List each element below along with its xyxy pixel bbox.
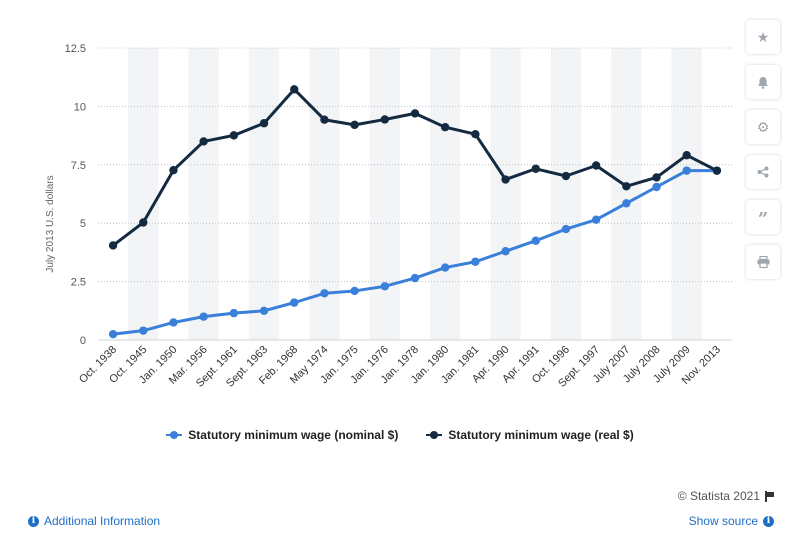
- additional-information-link[interactable]: i Additional Information: [28, 514, 160, 528]
- credit-text: © Statista 2021: [677, 489, 760, 503]
- data-point[interactable]: [320, 289, 329, 298]
- data-point[interactable]: [622, 182, 631, 191]
- info-icon: i: [28, 515, 39, 527]
- share-icon: [757, 166, 769, 178]
- data-point[interactable]: [531, 236, 540, 245]
- column-band: [369, 48, 400, 340]
- y-tick-label: 7.5: [71, 160, 86, 172]
- column-band: [128, 48, 159, 340]
- column-band: [611, 48, 642, 340]
- data-point[interactable]: [259, 119, 269, 128]
- bell-icon: [758, 76, 768, 89]
- cite-button[interactable]: ”: [746, 200, 780, 234]
- quote-icon: ”: [757, 209, 769, 230]
- y-tick-label: 5: [80, 218, 86, 230]
- data-point[interactable]: [682, 151, 691, 160]
- column-bands: [128, 48, 702, 340]
- data-point[interactable]: [471, 129, 480, 139]
- data-point[interactable]: [380, 282, 390, 291]
- data-point[interactable]: [682, 166, 691, 175]
- y-axis-label: July 2013 U.S. dollars: [45, 175, 56, 272]
- data-point[interactable]: [259, 306, 269, 315]
- info-icon: i: [763, 515, 774, 527]
- y-tick-label: 2.5: [71, 277, 86, 289]
- data-point[interactable]: [531, 164, 540, 173]
- legend-label-nominal: Statutory minimum wage (nominal $): [188, 428, 399, 442]
- legend-label-real: Statutory minimum wage (real $): [448, 428, 634, 442]
- y-tick-label: 10: [74, 101, 86, 113]
- legend-item-real[interactable]: Statutory minimum wage (real $): [426, 428, 634, 442]
- data-point[interactable]: [199, 312, 208, 321]
- series-lines: [108, 85, 722, 339]
- notification-button[interactable]: [746, 65, 780, 99]
- data-point[interactable]: [591, 161, 601, 170]
- data-point[interactable]: [440, 263, 450, 272]
- y-axis-ticks: 0 2.5 5 7.5 10 12.5: [65, 43, 86, 347]
- data-point[interactable]: [139, 218, 148, 227]
- star-button[interactable]: ★: [746, 20, 780, 54]
- share-button[interactable]: [746, 155, 780, 189]
- y-tick-label: 12.5: [65, 43, 86, 55]
- data-point[interactable]: [229, 131, 239, 140]
- column-band: [550, 48, 582, 340]
- column-band: [490, 48, 521, 340]
- gear-icon: ⚙: [756, 118, 770, 135]
- data-point[interactable]: [591, 215, 601, 224]
- data-point[interactable]: [471, 257, 480, 266]
- data-point[interactable]: [712, 166, 722, 175]
- data-point[interactable]: [320, 115, 329, 124]
- data-point[interactable]: [108, 329, 118, 339]
- data-point[interactable]: [652, 182, 661, 192]
- data-point[interactable]: [410, 109, 420, 118]
- print-icon: [757, 256, 769, 268]
- data-point[interactable]: [410, 273, 420, 283]
- print-button[interactable]: [746, 245, 780, 279]
- data-point[interactable]: [501, 247, 510, 256]
- y-tick-label: 0: [80, 335, 86, 347]
- data-point[interactable]: [380, 115, 390, 124]
- data-point[interactable]: [561, 224, 571, 234]
- data-point[interactable]: [440, 122, 450, 132]
- column-band: [188, 48, 219, 340]
- data-point[interactable]: [169, 165, 178, 175]
- data-point[interactable]: [139, 326, 148, 335]
- data-point[interactable]: [350, 286, 359, 296]
- data-point[interactable]: [229, 308, 239, 318]
- data-point[interactable]: [501, 175, 510, 184]
- legend-swatch-real: [426, 430, 443, 440]
- data-point[interactable]: [652, 173, 661, 182]
- data-point[interactable]: [108, 241, 118, 250]
- data-point[interactable]: [622, 199, 631, 208]
- show-source-link[interactable]: Show source i: [689, 514, 774, 528]
- data-point[interactable]: [350, 120, 359, 130]
- star-icon: ★: [756, 28, 770, 45]
- data-point[interactable]: [561, 171, 571, 181]
- toolbar: ★ ⚙ ”: [746, 20, 780, 279]
- show-source-label: Show source: [688, 514, 758, 528]
- data-point[interactable]: [290, 298, 299, 307]
- data-point[interactable]: [169, 318, 178, 327]
- grid-lines: [98, 47, 732, 341]
- column-band: [430, 48, 461, 340]
- statista-credit[interactable]: © Statista 2021: [678, 489, 774, 503]
- column-band: [248, 48, 280, 340]
- flag-icon: [764, 491, 774, 502]
- column-band: [671, 48, 702, 340]
- data-point[interactable]: [199, 137, 208, 146]
- data-point[interactable]: [290, 85, 299, 94]
- settings-button[interactable]: ⚙: [746, 110, 780, 144]
- legend-swatch-nominal: [166, 430, 183, 440]
- legend-item-nominal[interactable]: Statutory minimum wage (nominal $): [166, 428, 398, 442]
- legend: Statutory minimum wage (nominal $) Statu…: [0, 428, 800, 442]
- additional-information-label: Additional Information: [44, 514, 161, 528]
